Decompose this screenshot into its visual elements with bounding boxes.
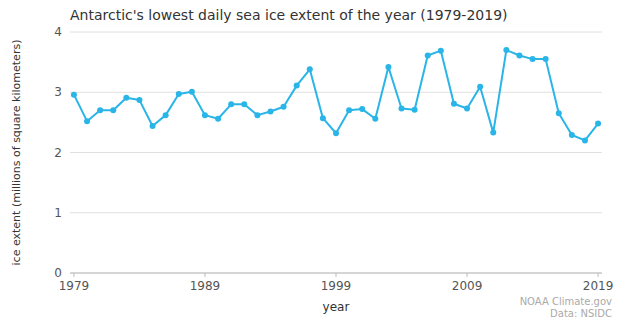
marker: [477, 84, 483, 90]
y-tick-label: 0: [54, 266, 62, 280]
marker: [281, 104, 287, 110]
marker: [516, 52, 522, 58]
marker: [490, 130, 496, 136]
marker: [582, 137, 588, 143]
marker: [84, 118, 90, 124]
y-tick-label: 2: [54, 146, 62, 160]
title: Antarctic's lowest daily sea ice extent …: [70, 7, 508, 23]
marker: [412, 107, 418, 113]
marker: [385, 64, 391, 70]
marker: [451, 101, 457, 107]
marker: [346, 107, 352, 113]
marker: [294, 83, 300, 89]
annotation: NOAA Climate.govData: NSIDC: [520, 296, 612, 319]
marker: [530, 56, 536, 62]
marker: [215, 116, 221, 122]
marker: [569, 132, 575, 138]
annotation-line: Data: NSIDC: [550, 308, 612, 319]
x-tick-label: 1989: [190, 279, 221, 293]
x-tick-label: 1999: [321, 279, 352, 293]
marker: [163, 112, 169, 118]
x-axis: 1979 1989 1999 2009 2019: [59, 273, 614, 293]
marker: [97, 107, 103, 113]
marker: [503, 47, 509, 53]
grid-line: [70, 32, 602, 33]
chart: 0 1 2 3 4 1979 1989 1999 2009 2019 Antarctic's low…: [0, 0, 620, 323]
marker: [425, 52, 431, 58]
marker: [150, 123, 156, 129]
marker: [543, 56, 549, 62]
marker: [359, 106, 365, 112]
marker: [254, 112, 260, 118]
marker: [399, 106, 405, 112]
marker: [372, 116, 378, 122]
y-tick-label: 1: [54, 206, 62, 220]
x-tick-label: 2019: [583, 279, 614, 293]
x-tick-label: 2009: [452, 279, 483, 293]
x-tick: [336, 273, 337, 277]
marker: [438, 48, 444, 54]
y-axis: 0 1 2 3 4: [54, 25, 602, 280]
y-axis-label: ice extent (millions of square kilometer…: [10, 40, 23, 266]
x-tick: [204, 273, 205, 277]
y-tick-label: 4: [54, 25, 62, 39]
x-tick-label: 1979: [59, 279, 90, 293]
marker: [71, 92, 77, 98]
marker: [307, 66, 313, 72]
marker: [189, 89, 195, 95]
marker: [136, 97, 142, 103]
marker: [464, 106, 470, 112]
grid-line: [70, 152, 602, 153]
x-tick: [467, 273, 468, 277]
line: [74, 50, 598, 140]
annotation-line: NOAA Climate.gov: [520, 296, 612, 307]
x-tick: [598, 273, 599, 277]
marker: [228, 101, 234, 107]
marker: [556, 110, 562, 116]
x-tick: [73, 273, 74, 277]
grid-line: [70, 92, 602, 93]
grid-line: [70, 212, 602, 213]
marker: [110, 107, 116, 113]
marker: [202, 112, 208, 118]
x-axis-label: year: [323, 300, 350, 314]
marker: [595, 121, 601, 127]
marker: [320, 115, 326, 121]
marker: [267, 109, 273, 115]
marker: [123, 95, 129, 101]
marker: [241, 101, 247, 107]
data: [71, 47, 601, 143]
marker: [333, 130, 339, 136]
y-tick-label: 3: [54, 85, 62, 99]
marker: [176, 91, 182, 97]
